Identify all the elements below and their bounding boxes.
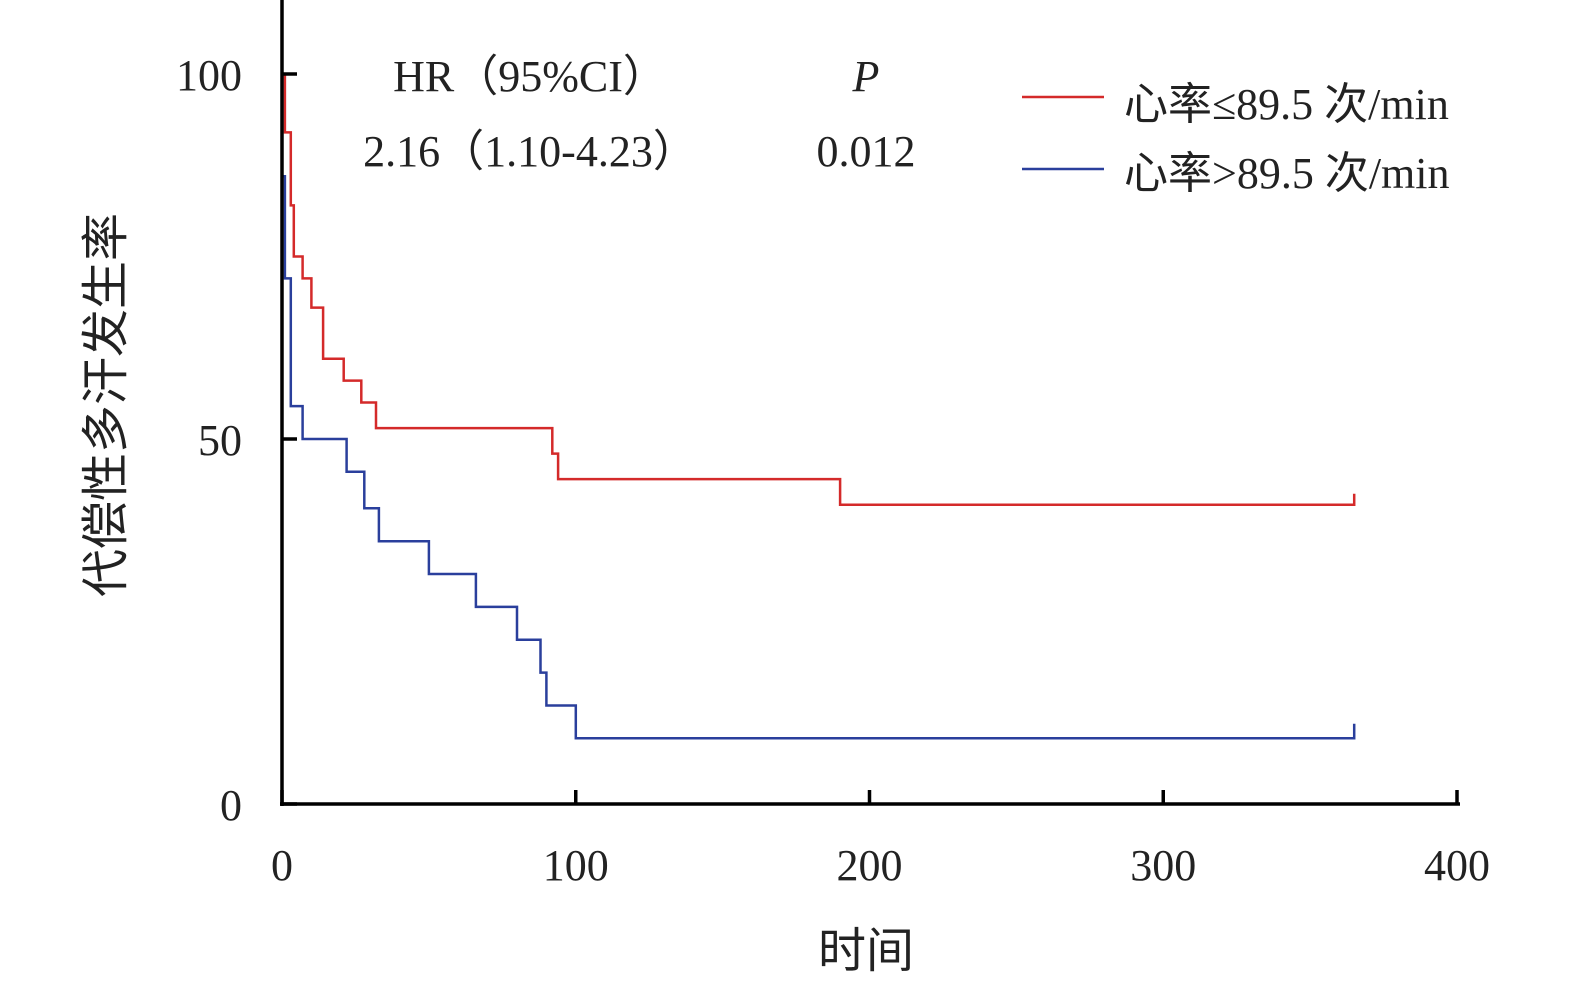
legend-label-low-hr: 心率≤89.5 次/min (1124, 80, 1449, 129)
y-tick-label: 0 (220, 781, 242, 830)
y-tick-label: 100 (176, 51, 242, 100)
hr-value: 2.16（1.10-4.23） (363, 127, 697, 176)
y-tick-label: 50 (198, 416, 242, 465)
x-tick-label: 300 (1130, 841, 1196, 890)
legend-label-high-hr: 心率>89.5 次/min (1124, 149, 1450, 198)
x-tick-label: 400 (1424, 841, 1490, 890)
x-tick-label: 200 (837, 841, 903, 890)
series-line-high-hr (282, 174, 1356, 740)
series-layer (282, 72, 1356, 740)
series-line-low-hr (282, 72, 1356, 506)
p-header: P (852, 52, 880, 101)
hr-header: HR（95%CI） (393, 52, 667, 101)
x-tick-label: 100 (543, 841, 609, 890)
legend: 心率≤89.5 次/min 心率>89.5 次/min (1022, 80, 1450, 198)
x-axis-title: 时间 (818, 925, 914, 978)
x-tick-label: 0 (271, 841, 293, 890)
y-axis-title: 代偿性多汗发生率 (80, 213, 133, 597)
ticks-layer: 0 100 200 300 400 0 50 100 (176, 51, 1490, 890)
p-value: 0.012 (817, 127, 916, 176)
